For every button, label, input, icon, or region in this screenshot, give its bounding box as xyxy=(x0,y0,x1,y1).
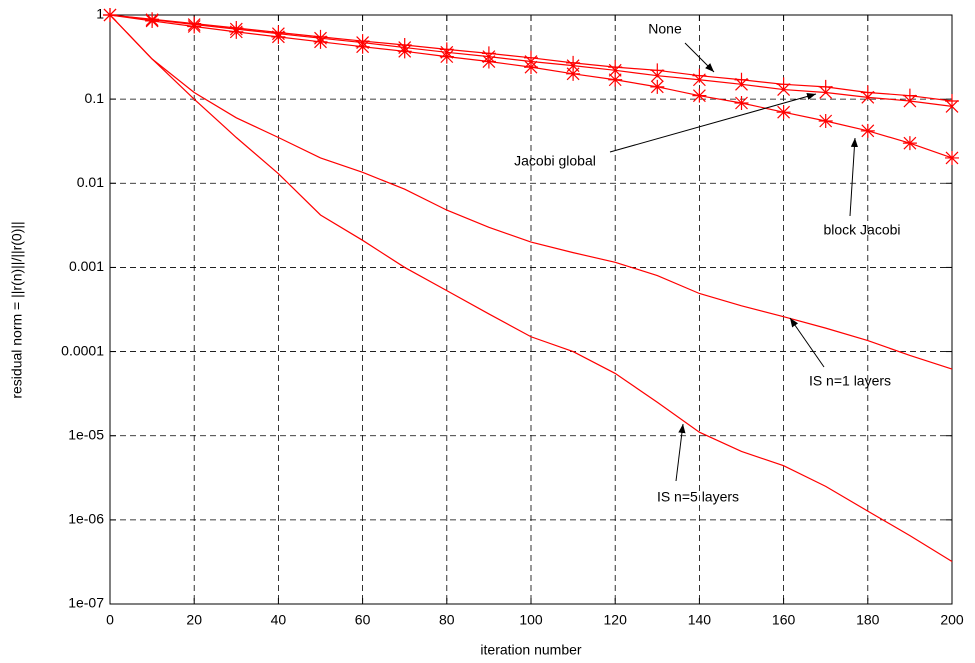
y-tick-label: 1e-05 xyxy=(68,426,104,442)
annotation-arrow xyxy=(789,317,825,368)
y-tick-label: 1e-07 xyxy=(68,595,104,611)
marker xyxy=(439,49,454,64)
marker xyxy=(860,123,875,138)
marker xyxy=(735,77,748,91)
annotation: None xyxy=(648,21,682,37)
x-tick-label: 160 xyxy=(772,612,796,628)
marker xyxy=(608,63,622,77)
x-tick-label: 20 xyxy=(186,612,202,628)
marker xyxy=(608,72,623,87)
marker xyxy=(777,83,791,96)
marker xyxy=(819,86,833,99)
annotation-arrow xyxy=(609,92,817,153)
series-line xyxy=(109,14,953,370)
y-tick-label: 1e-06 xyxy=(68,511,104,527)
x-tick-label: 140 xyxy=(688,612,712,628)
marker xyxy=(945,99,959,113)
marker xyxy=(861,90,875,104)
annotation: Jacobi global xyxy=(514,153,596,169)
marker xyxy=(818,79,833,94)
marker xyxy=(187,19,202,34)
marker xyxy=(945,150,959,165)
marker xyxy=(818,113,833,128)
y-tick-label: 1 xyxy=(96,6,104,22)
x-tick-label: 120 xyxy=(604,612,628,628)
marker xyxy=(313,34,328,49)
annotation-arrow xyxy=(684,42,715,73)
x-tick-label: 80 xyxy=(439,612,455,628)
y-tick-label: 0.0001 xyxy=(61,342,104,358)
marker xyxy=(229,24,244,39)
series-line xyxy=(109,14,953,563)
x-axis-label: iteration number xyxy=(480,642,582,658)
annotation-arrow xyxy=(849,137,859,217)
marker xyxy=(776,105,791,120)
annotation: IS n=1 layers xyxy=(809,373,891,389)
annotation: IS n=5 layers xyxy=(657,489,739,505)
x-tick-label: 180 xyxy=(856,612,880,628)
marker xyxy=(692,73,706,87)
marker xyxy=(271,29,286,44)
marker xyxy=(692,88,707,103)
marker xyxy=(524,60,538,75)
marker xyxy=(650,69,664,83)
marker xyxy=(734,95,749,110)
y-tick-label: 0.01 xyxy=(77,174,104,190)
marker xyxy=(481,54,496,69)
marker xyxy=(608,60,623,75)
x-tick-label: 0 xyxy=(106,612,114,628)
y-tick-label: 0.001 xyxy=(69,258,104,274)
marker xyxy=(566,66,581,81)
y-tick-label: 0.1 xyxy=(85,90,105,106)
marker xyxy=(145,13,160,28)
x-tick-label: 100 xyxy=(519,612,543,628)
marker xyxy=(397,44,412,59)
plot-frame xyxy=(109,14,953,605)
marker xyxy=(650,79,665,94)
marker xyxy=(902,136,917,151)
marker xyxy=(355,39,370,54)
y-axis-label: residual norm = ||r(n)||/||r(0)|| xyxy=(9,221,25,398)
marker xyxy=(903,94,917,108)
x-tick-label: 200 xyxy=(940,612,964,628)
x-tick-label: 60 xyxy=(355,612,371,628)
x-tick-label: 40 xyxy=(271,612,287,628)
annotation: block Jacobi xyxy=(823,222,900,238)
annotation-arrow xyxy=(675,423,686,482)
